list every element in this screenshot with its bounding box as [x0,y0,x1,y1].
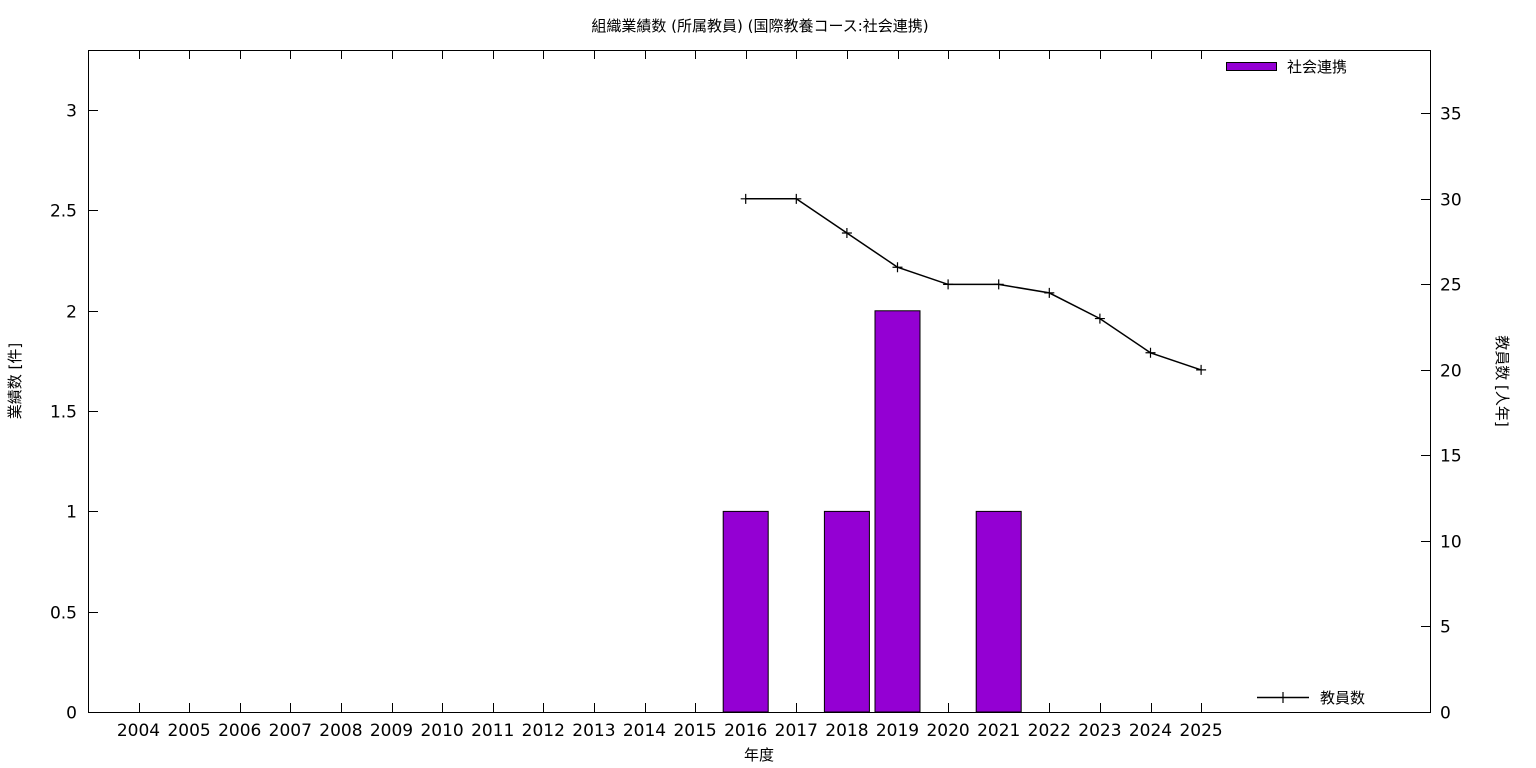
right-axis: 0 5 10 15 20 25 30 35 [1421,105,1462,724]
y-tick-label: 3 [66,102,77,122]
x-tick-label: 2021 [977,721,1020,741]
x-tick-label: 2007 [269,721,312,741]
x-tick-label: 2006 [218,721,261,741]
x-tick-label: 2020 [926,721,969,741]
x-tick-label: 2022 [1028,721,1071,741]
x-tick-label: 2011 [471,721,514,741]
x-tick-label: 2012 [522,721,565,741]
legend-swatch-bar [1226,62,1277,71]
line-series [740,193,1207,375]
line-point [841,228,852,239]
line-point [1196,364,1207,375]
line-point [1094,313,1105,324]
line-point [1044,287,1055,298]
y2-tick-label: 15 [1440,447,1462,467]
x-tick-label: 2023 [1078,721,1121,741]
y-tick-label: 2 [66,303,77,323]
chart-title: 組織業績数 (所属教員) (国際教養コース:社会連携) [591,17,928,35]
bar-series [722,310,1022,713]
x-tick-label: 2009 [370,721,413,741]
x-tick-label: 2025 [1179,721,1222,741]
x-tick-label: 2024 [1129,721,1172,741]
y2-tick-label: 30 [1440,191,1462,211]
y-tick-label: 1.5 [50,403,77,423]
line-point [892,262,903,273]
x-tick-label: 2019 [876,721,919,741]
y2-tick-label: 20 [1440,362,1462,382]
bar [975,510,1022,713]
legend-label-line: 教員数 [1320,689,1365,707]
legend: 社会連携 教員数 [1226,58,1365,707]
y2-tick-label: 10 [1440,533,1462,553]
y2-axis-label: 教員数 [人年] [1493,335,1511,426]
line-point [740,193,751,204]
y-tick-label: 0 [66,704,77,724]
x-tick-label: 2018 [825,721,868,741]
bar [874,310,921,713]
x-axis: 2004 2005 2006 2007 2008 2009 2010 2011 2012 2013… [117,50,1223,741]
x-axis-label: 年度 [744,746,774,764]
y2-tick-label: 35 [1440,105,1462,125]
y-tick-label: 2.5 [50,202,77,222]
x-tick-label: 2005 [167,721,210,741]
x-tick-label: 2008 [319,721,362,741]
x-tick-label: 2010 [420,721,463,741]
line-point [1145,347,1156,358]
plot-frame [88,50,1431,713]
legend-label-bar: 社会連携 [1287,58,1347,76]
y-tick-label: 1 [66,503,77,523]
line-point [993,279,1004,290]
bar [823,510,870,713]
x-tick-label: 2004 [117,721,160,741]
x-tick-label: 2016 [724,721,767,741]
y2-tick-label: 5 [1440,618,1451,638]
y2-tick-label: 25 [1440,276,1462,296]
x-tick-label: 2015 [673,721,716,741]
bar [722,510,769,713]
left-axis: 0 0.5 1 1.5 2 2.5 3 [50,102,98,724]
series-line [745,198,1202,371]
line-point [943,279,954,290]
x-tick-label: 2014 [623,721,666,741]
line-point [791,193,802,204]
y-axis-label: 業績数 [件] [6,343,24,419]
x-tick-label: 2013 [572,721,615,741]
y2-tick-label: 0 [1440,704,1451,724]
x-tick-label: 2017 [775,721,818,741]
y-tick-label: 0.5 [50,604,77,624]
